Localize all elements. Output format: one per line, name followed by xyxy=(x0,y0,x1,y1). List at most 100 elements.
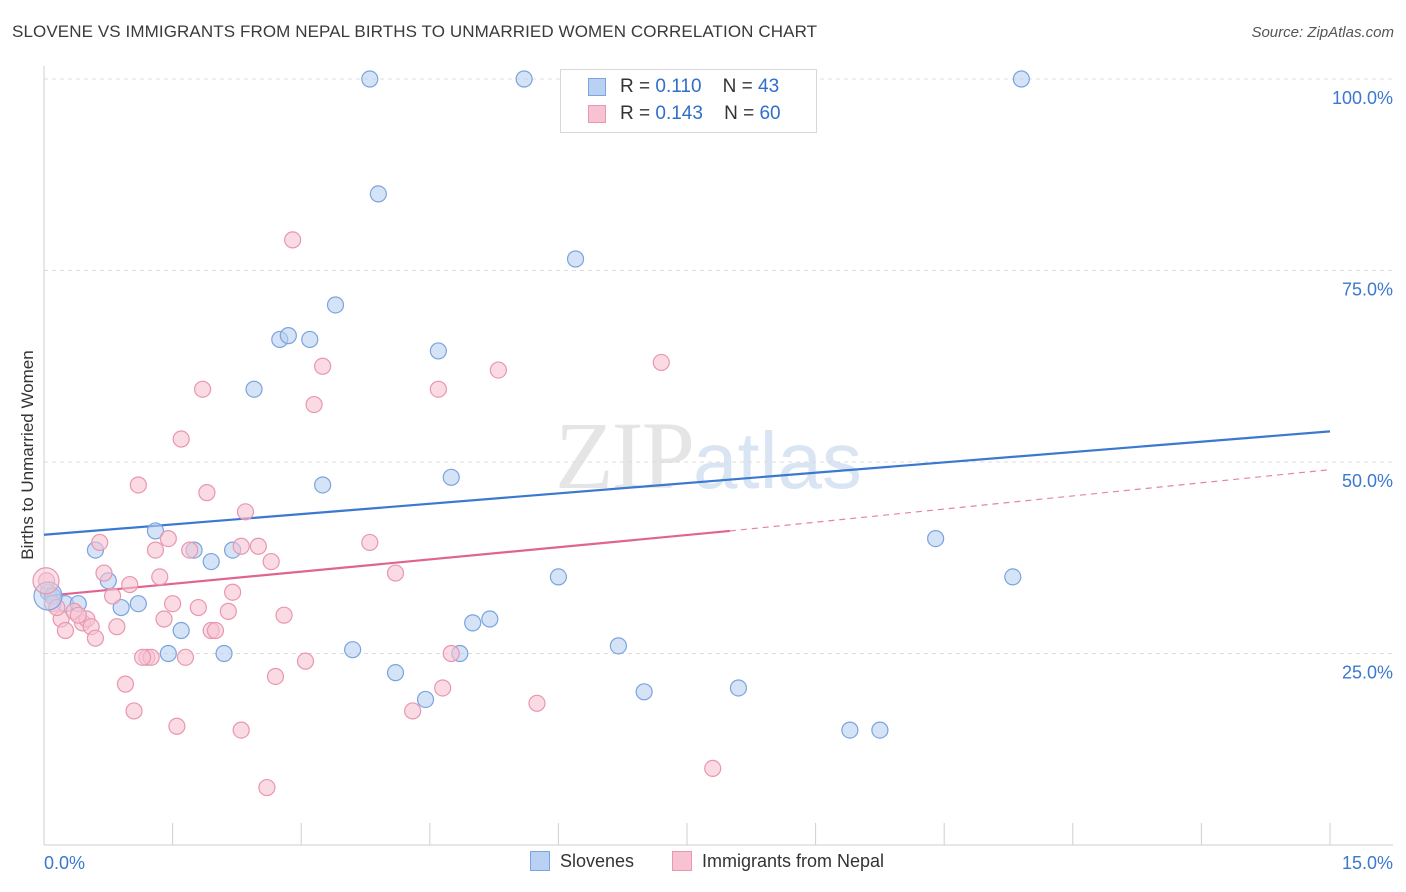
slovenes-point xyxy=(159,644,177,663)
nepal-point xyxy=(168,717,186,735)
nepal-point xyxy=(404,702,422,720)
axes xyxy=(43,66,1393,846)
legend-item-nepal[interactable]: Immigrants from Nepal xyxy=(672,851,884,872)
nepal-point xyxy=(232,537,250,555)
slovenes-point xyxy=(442,468,460,486)
nepal-point xyxy=(129,476,147,494)
y-tick-label: 50.0% xyxy=(1342,471,1393,491)
slovenes-n-value: 43 xyxy=(758,76,780,97)
nepal-point xyxy=(32,567,60,595)
slovenes-point xyxy=(314,476,332,494)
nepal-point xyxy=(151,568,169,586)
slovenes-point xyxy=(344,641,362,659)
nepal-point xyxy=(194,380,212,398)
nepal-point xyxy=(262,552,280,571)
nepal-point xyxy=(652,353,670,372)
nepal-r-value: 0.143 xyxy=(655,103,703,124)
slovenes-point xyxy=(515,70,533,88)
slovenes-point xyxy=(301,330,319,349)
y-tick-label: 25.0% xyxy=(1342,663,1393,683)
slovenes-swatch xyxy=(588,78,606,96)
nepal-point xyxy=(146,541,165,559)
nepal-point xyxy=(236,503,255,521)
slovenes-point xyxy=(146,522,165,540)
nepal-point xyxy=(176,648,195,666)
nepal-point xyxy=(305,395,323,414)
nepal-point xyxy=(86,629,105,647)
nepal-point xyxy=(121,575,139,594)
nepal-legend-swatch xyxy=(672,851,692,871)
nepal-point xyxy=(116,675,135,693)
slovenes-point xyxy=(361,70,379,88)
nepal-point xyxy=(219,602,237,620)
nepal-point xyxy=(198,484,216,502)
nepal-point xyxy=(284,231,302,249)
slovenes-r-value: 0.110 xyxy=(655,76,702,97)
slovenes-point xyxy=(215,644,233,663)
slovenes-point xyxy=(481,610,499,628)
slovenes-point xyxy=(245,380,263,398)
nepal-point xyxy=(91,533,109,552)
x-tick-label: 15.0% xyxy=(1342,853,1393,873)
nepal-point xyxy=(56,621,75,640)
nepal-point xyxy=(434,679,452,697)
slovenes-point xyxy=(635,683,653,701)
nepal-point xyxy=(258,778,276,797)
x-tick-label: 0.0% xyxy=(44,853,85,873)
slovenes-point xyxy=(279,327,297,345)
slovenes-point xyxy=(369,185,387,203)
nepal-swatch xyxy=(588,105,606,123)
slovenes-point xyxy=(112,598,130,617)
slovenes-point xyxy=(1004,568,1022,586)
nepal-point xyxy=(704,759,722,778)
slovenes-point xyxy=(566,250,585,268)
y-tick-labels: 25.0% 50.0% 75.0% 100.0% 0.0% 15.0% xyxy=(44,88,1393,873)
nepal-point xyxy=(69,606,87,624)
nepal-point xyxy=(224,583,242,601)
nepal-point xyxy=(314,357,332,375)
y-tick-label: 100.0% xyxy=(1332,88,1393,108)
nepal-point xyxy=(181,541,199,559)
nepal-point xyxy=(232,721,250,739)
nepal-point xyxy=(429,380,447,398)
slovenes-trend-line xyxy=(43,430,1331,536)
slovenes-point xyxy=(129,595,147,613)
source-label: Source: ZipAtlas.com xyxy=(1251,24,1394,41)
nepal-point xyxy=(155,610,173,628)
slovenes-point xyxy=(429,342,447,360)
data-points xyxy=(32,70,1030,797)
slovenes-point xyxy=(326,296,345,314)
slovenes-point xyxy=(464,614,482,632)
nepal-point xyxy=(189,598,207,617)
n-label: N = xyxy=(722,76,753,97)
nepal-point xyxy=(103,587,122,605)
slovenes-point xyxy=(729,679,748,697)
watermark-atlas: atlas xyxy=(693,416,862,505)
slovenes-point xyxy=(609,637,628,655)
slovenes-point xyxy=(416,690,435,709)
nepal-point xyxy=(386,564,405,582)
correlation-legend: R = 0.110 N = 43 R = 0.143 N = 60 xyxy=(560,69,817,133)
r-label: R = xyxy=(620,103,651,124)
slovenes-point xyxy=(549,568,568,586)
nepal-point xyxy=(275,606,293,624)
nepal-point xyxy=(266,667,285,686)
nepal-point xyxy=(442,644,460,663)
nepal-n-value: 60 xyxy=(759,103,781,124)
legend-item-slovenes[interactable]: Slovenes xyxy=(530,851,634,872)
nepal-point xyxy=(159,529,177,548)
slovenes-point xyxy=(1012,70,1030,88)
slovenes-point xyxy=(386,664,405,682)
nepal-trend-extension xyxy=(729,469,1331,532)
nepal-point xyxy=(108,618,126,636)
nepal-point xyxy=(95,564,113,582)
slovenes-point xyxy=(871,721,889,739)
nepal-point xyxy=(206,621,225,640)
nepal-point xyxy=(133,648,152,666)
nepal-point xyxy=(164,595,182,613)
slovenes-legend-label: Slovenes xyxy=(560,851,635,871)
nepal-trend-line xyxy=(43,529,730,598)
nepal-point xyxy=(296,652,315,670)
nepal-point xyxy=(489,361,507,379)
